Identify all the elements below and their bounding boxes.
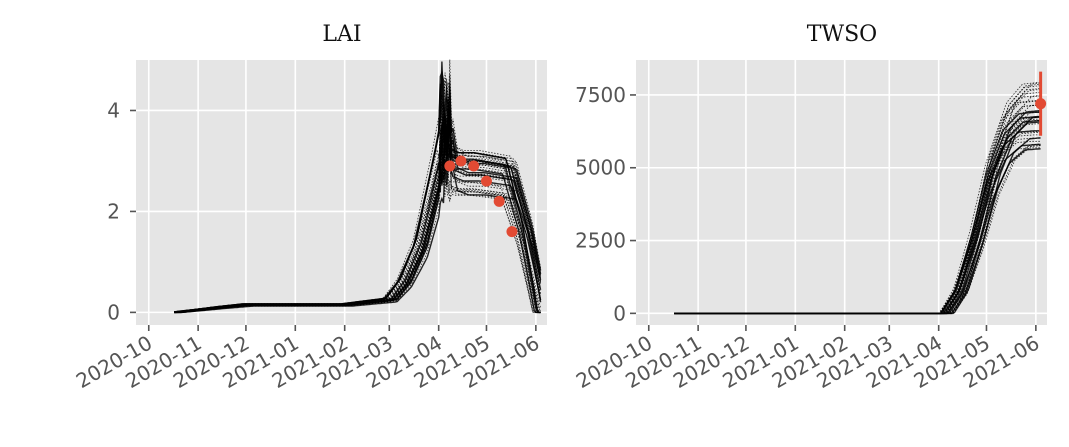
twso-obs-point <box>1035 98 1047 110</box>
chart-twso: TWSO 2020-102020-112020-122021-012021-02… <box>572 22 1047 393</box>
twso-y-tick-label: 7500 <box>575 83 626 107</box>
chart-twso-ensemble <box>674 82 1041 315</box>
lai-y-tick-label: 2 <box>107 199 120 223</box>
lai-ensemble-line <box>174 102 541 313</box>
lai-ensemble-line <box>174 140 541 313</box>
lai-ensemble-line <box>174 72 541 313</box>
lai-obs-point <box>444 160 456 172</box>
twso-ensemble-line <box>674 82 1041 314</box>
chart-twso-title: TWSO <box>807 22 877 47</box>
twso-y-tick-label: 2500 <box>575 229 626 253</box>
chart-lai-grid <box>136 60 547 325</box>
lai-obs-point <box>480 175 492 187</box>
chart-lai-ensemble <box>174 59 542 314</box>
chart-twso-plot-area <box>636 60 1047 325</box>
lai-obs-point <box>468 160 480 172</box>
chart-lai-observations <box>444 155 518 238</box>
twso-y-tick-label: 5000 <box>575 156 626 180</box>
lai-y-tick-label: 4 <box>107 98 120 122</box>
lai-obs-point <box>506 226 518 238</box>
chart-lai-title: LAI <box>322 22 361 47</box>
lai-y-tick-label: 0 <box>107 300 120 324</box>
chart-twso-observations <box>1035 71 1047 136</box>
twso-y-tick-label: 0 <box>613 301 626 325</box>
lai-obs-point <box>493 195 505 207</box>
lai-obs-point <box>455 155 467 167</box>
chart-lai: LAI 2020-102020-112020-122021-012021-022… <box>72 22 547 393</box>
